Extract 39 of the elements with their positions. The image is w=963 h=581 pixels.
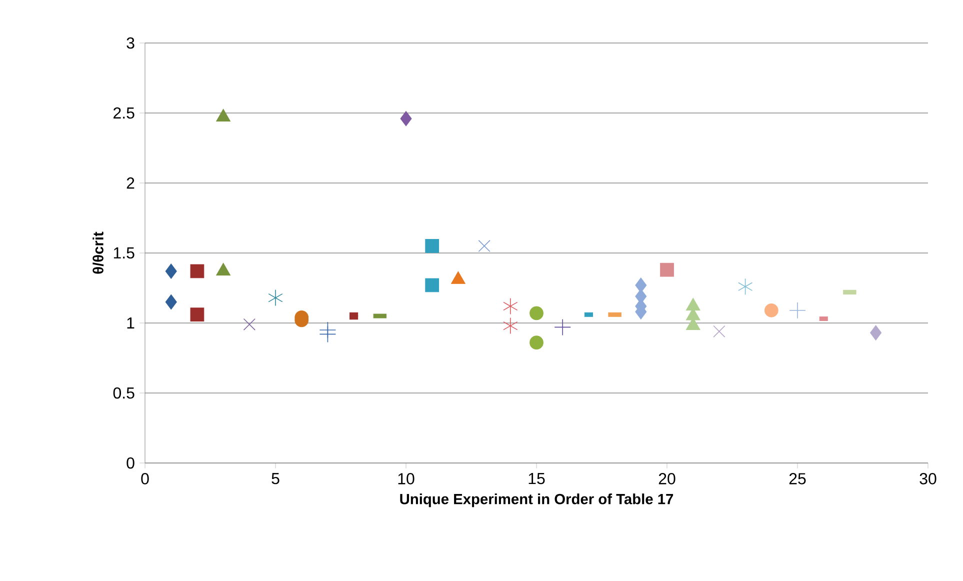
point <box>268 289 283 306</box>
point <box>635 278 647 293</box>
x-tick-label: 0 <box>141 473 149 484</box>
point <box>660 262 674 277</box>
point <box>165 294 177 310</box>
point <box>738 278 753 295</box>
y-axis-title: θ/θcrit <box>92 232 104 274</box>
point <box>530 306 544 320</box>
x-tick-label: 10 <box>398 473 414 484</box>
point <box>425 278 440 292</box>
point <box>870 325 882 340</box>
x-tick-label: 30 <box>920 473 936 484</box>
x-tick-label: 20 <box>658 473 676 484</box>
point <box>789 302 806 319</box>
point <box>530 336 544 350</box>
point <box>190 308 204 322</box>
point <box>503 298 518 315</box>
point <box>503 317 518 334</box>
point <box>165 264 177 279</box>
x-axis-title: Unique Experiment in Order of Table 17 <box>400 494 674 508</box>
point <box>478 240 490 252</box>
point <box>554 318 572 336</box>
y-tick-label: 2 <box>126 177 134 189</box>
point <box>190 264 204 278</box>
point <box>243 318 256 330</box>
y-tick-label: 3 <box>126 37 134 49</box>
y-tick-label: 0.5 <box>113 387 134 399</box>
point <box>319 326 336 343</box>
y-tick-label: 1 <box>127 317 134 328</box>
x-tick-label: 5 <box>272 473 280 484</box>
point <box>764 303 778 318</box>
x-tick-label: 25 <box>789 473 806 484</box>
point <box>425 239 440 253</box>
y-tick-label: 2.5 <box>114 107 134 119</box>
point <box>400 110 412 126</box>
x-tick-label: 15 <box>528 473 545 484</box>
y-tick-label: 0 <box>126 457 134 469</box>
point <box>713 325 726 338</box>
y-tick-label: 1.5 <box>114 247 134 259</box>
